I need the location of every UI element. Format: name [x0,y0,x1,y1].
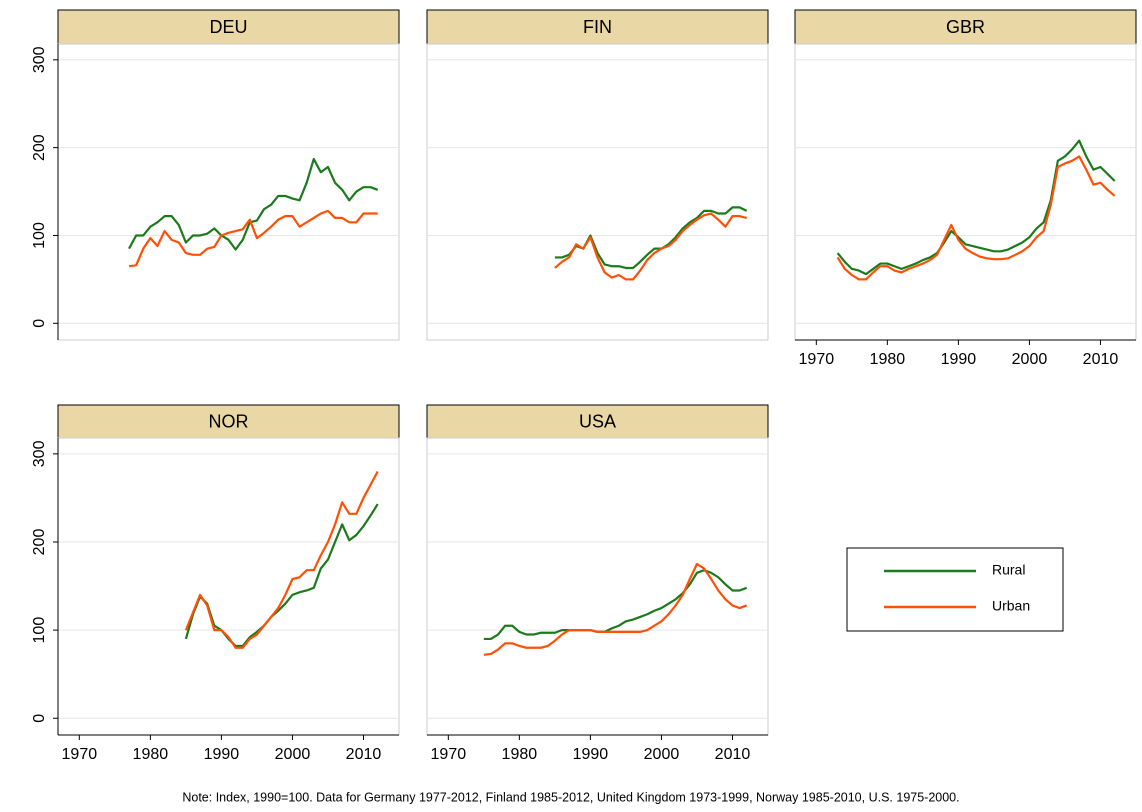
line [836,155,1116,281]
x-tick-label: 1980 [502,746,538,763]
plot-area [57,437,400,736]
x-tick-label: 1980 [133,746,169,763]
y-tick-label: 100 [31,617,48,644]
plot-area [57,43,400,341]
plot-area [426,43,769,341]
panel-title: GBR [946,17,985,37]
line [554,212,747,281]
line [836,139,1116,276]
strip [57,9,400,45]
x-tick-label: 2010 [715,746,751,763]
line [184,470,379,649]
strip [57,404,400,439]
strip [426,9,769,45]
x-tick-label: 1990 [573,746,609,763]
x-tick-label: 2010 [346,746,382,763]
line [483,569,748,641]
x-tick-label: 1970 [431,746,467,763]
line [128,209,378,268]
x-tick-label: 1970 [62,746,98,763]
x-tick-label: 1990 [204,746,240,763]
x-tick-label: 1970 [799,351,835,368]
line [128,157,379,251]
x-tick-label: 1990 [941,351,977,368]
legend-box [846,547,1064,632]
plot-area [794,43,1137,341]
y-tick-label: 300 [31,440,48,467]
x-tick-label: 2000 [1012,351,1048,368]
strip [794,9,1137,45]
panel-title: NOR [209,411,249,431]
x-tick-label: 2010 [1083,351,1119,368]
x-tick-label: 1980 [870,351,906,368]
x-tick-label: 2000 [644,746,680,763]
x-tick-label: 2000 [275,746,311,763]
legend-label: Urban [992,598,1030,614]
strip [426,404,769,439]
legend-label: Rural [992,562,1025,578]
panel-title: DEU [209,17,247,37]
line [483,562,748,656]
y-tick-label: 200 [31,134,48,161]
panel-title: FIN [583,17,612,37]
line [184,503,379,648]
y-tick-label: 100 [31,222,48,249]
y-tick-label: 200 [31,529,48,556]
y-tick-label: 0 [31,319,48,328]
y-tick-label: 300 [31,46,48,73]
note: Note: Index, 1990=100. Data for Germany … [182,790,959,804]
y-tick-label: 0 [31,714,48,723]
plot-area [426,437,769,736]
panel-title: USA [579,411,616,431]
